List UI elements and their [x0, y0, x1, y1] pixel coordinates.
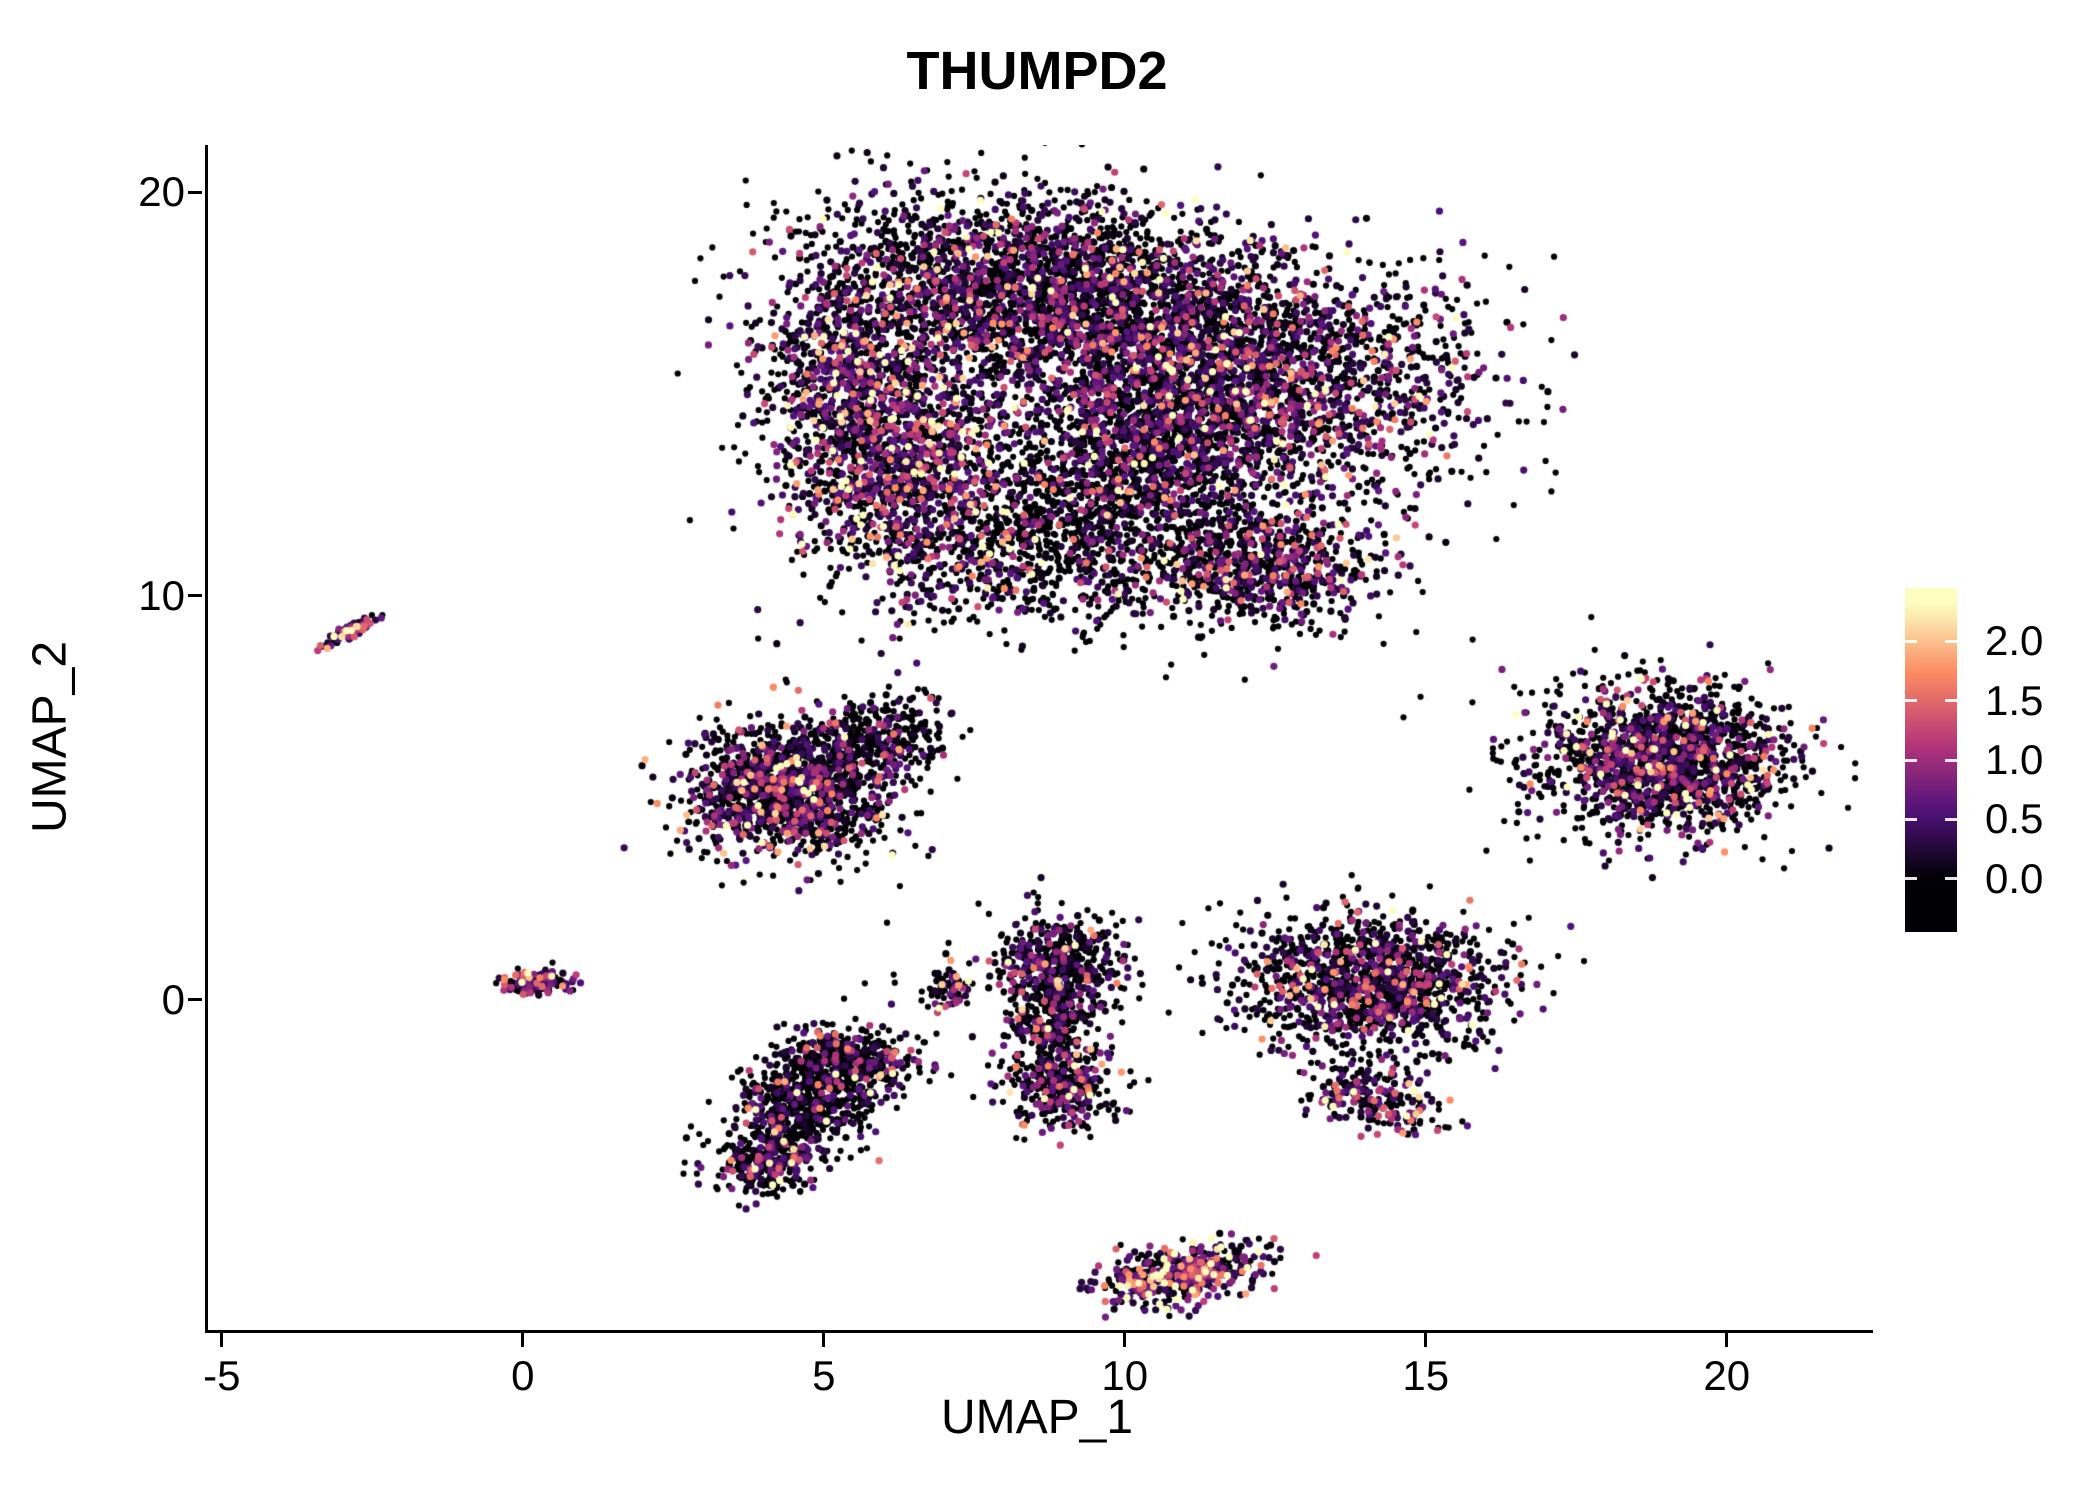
y-tick-label: 0 [161, 975, 185, 1023]
x-tick-label: -5 [203, 1352, 241, 1399]
x-axis-label: UMAP_1 [940, 1391, 1134, 1444]
colorbar-tick-mark [1945, 817, 1957, 821]
umap-scatter-canvas [208, 145, 1873, 1330]
x-tick-mark [1725, 1333, 1729, 1347]
x-tick-mark [220, 1333, 224, 1347]
colorbar-tick-mark [1945, 758, 1957, 762]
colorbar-tick-mark [1905, 758, 1917, 762]
x-tick-mark [1123, 1333, 1127, 1347]
x-tick-label: 20 [1703, 1352, 1751, 1399]
plot-area [205, 145, 1873, 1333]
y-axis-label: UMAP_2 [23, 640, 77, 834]
y-tick-mark [188, 190, 202, 194]
x-tick-mark [521, 1333, 525, 1347]
x-tick-label: 10 [1101, 1352, 1149, 1399]
colorbar-tick-mark [1945, 877, 1957, 881]
colorbar-tick-mark [1905, 817, 1917, 821]
plot-title: THUMPD2 [906, 41, 1168, 101]
y-tick-mark [188, 594, 202, 598]
colorbar-tick-mark [1905, 639, 1917, 643]
colorbar-tick-mark [1905, 877, 1917, 881]
x-tick-label: 15 [1402, 1352, 1450, 1399]
colorbar-tick-label: 1.0 [1985, 736, 2044, 783]
colorbar-tick-label: 1.5 [1985, 676, 2044, 724]
colorbar-tick-mark [1945, 699, 1957, 703]
x-tick-label: 5 [812, 1352, 836, 1399]
y-tick-label: 10 [138, 571, 185, 619]
y-tick-label: 20 [138, 168, 185, 216]
x-tick-mark [1424, 1333, 1428, 1347]
colorbar-tick-label: 0.0 [1985, 854, 2044, 902]
y-tick-mark [188, 998, 202, 1002]
colorbar-tick-mark [1905, 699, 1917, 703]
colorbar-tick-mark [1945, 639, 1957, 643]
colorbar-tick-label: 0.5 [1985, 795, 2044, 843]
x-tick-mark [822, 1333, 826, 1347]
colorbar-tick-label: 2.0 [1985, 617, 2044, 665]
x-tick-label: 0 [511, 1352, 535, 1399]
